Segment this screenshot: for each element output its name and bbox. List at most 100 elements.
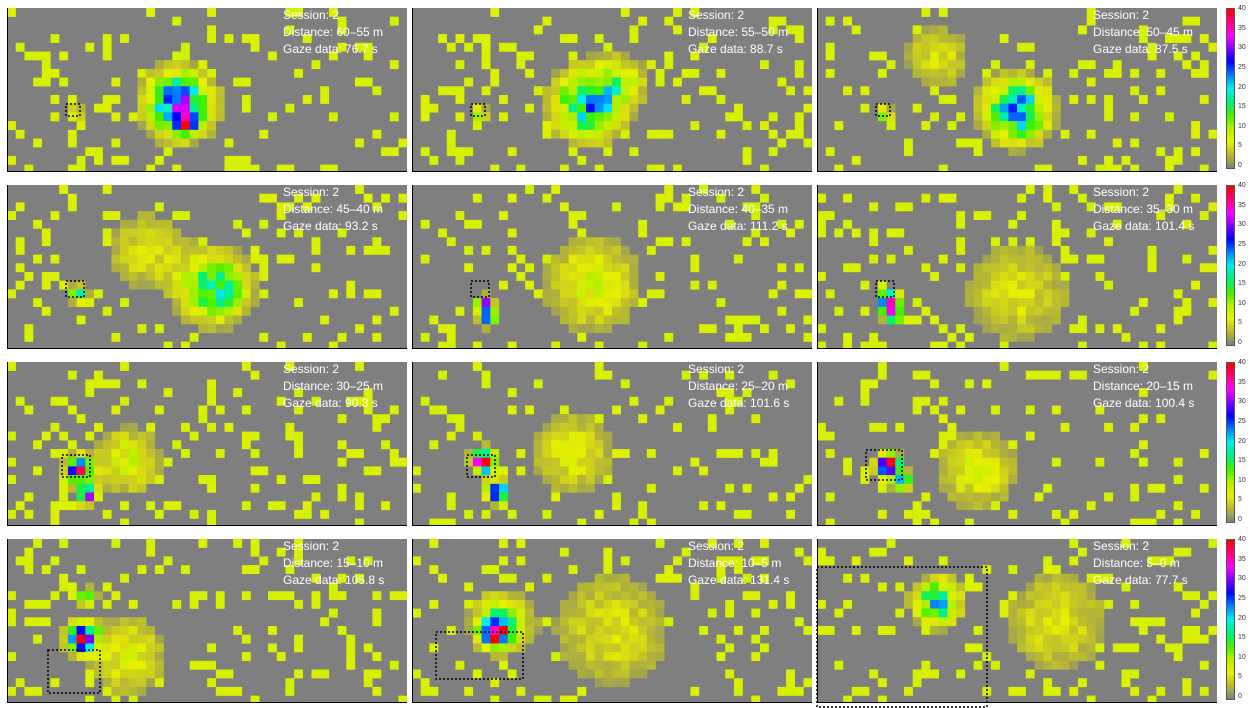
heatmap-cell: [629, 25, 639, 35]
heatmap-cell: [803, 678, 812, 688]
heatmap-cell: [250, 565, 260, 574]
heatmap-cell: [181, 245, 190, 255]
heatmap-cell: [1051, 298, 1061, 307]
heatmap-cell: [742, 573, 752, 583]
heatmap-cell: [999, 298, 1009, 307]
heatmap-cell: [956, 211, 966, 220]
heatmap-cell: [146, 86, 156, 96]
heatmap-cell: [1034, 492, 1044, 502]
heatmap-cell: [786, 669, 795, 679]
heatmap-cell: [964, 289, 974, 299]
heatmap-cell: [716, 556, 726, 566]
heatmap-cell: [938, 617, 948, 627]
heatmap-cell: [1060, 643, 1070, 653]
heatmap-cell: [612, 678, 621, 688]
heatmap-cell: [956, 112, 966, 122]
heatmap-cell: [964, 431, 974, 441]
heatmap-cell: [111, 475, 121, 484]
heatmap-cell: [94, 643, 103, 653]
heatmap-cell: [481, 440, 491, 450]
heatmap-cell: [699, 626, 708, 635]
heatmap-cell: [1078, 626, 1087, 635]
heatmap-cell: [67, 129, 77, 139]
heatmap-cell: [542, 129, 552, 139]
heatmap-cell: [198, 103, 208, 113]
heatmap-cell: [302, 34, 312, 43]
heatmap-cell: [629, 591, 639, 601]
heatmap-cell: [577, 431, 587, 441]
heatmap-panel: Session: 2 Distance: 15–10 m Gaze data: 10…: [7, 539, 411, 702]
heatmap-cell: [120, 298, 129, 307]
target-box: [61, 454, 91, 478]
heatmap-cell: [725, 608, 735, 618]
heatmap-cell: [938, 431, 948, 441]
heatmap-cell: [664, 573, 674, 583]
heatmap-cell: [551, 492, 561, 502]
heatmap-cell: [224, 155, 234, 165]
heatmap-cell: [947, 42, 957, 52]
heatmap-cell: [1034, 370, 1044, 380]
heatmap-cell: [285, 202, 295, 212]
heatmap-cell: [577, 60, 587, 70]
heatmap-cell: [620, 634, 630, 644]
heatmap-cell: [938, 582, 948, 592]
heatmap-cell: [15, 42, 25, 52]
heatmap-cell: [285, 25, 295, 35]
heatmap-cell: [346, 449, 356, 458]
heatmap-cell: [490, 643, 500, 653]
heatmap-cell: [137, 112, 147, 122]
heatmap-cell: [455, 660, 465, 670]
heatmap-cell: [973, 147, 983, 157]
heatmap-cell: [559, 695, 569, 702]
heatmap-cell: [172, 501, 182, 511]
heatmap-cell: [999, 492, 1009, 502]
heatmap-cell: [725, 405, 735, 415]
heatmap-cell: [982, 306, 992, 316]
heatmap-cell: [794, 289, 804, 299]
panel-session-label: Session: 2: [1093, 8, 1150, 22]
heatmap-cell: [991, 77, 1000, 87]
heatmap-cell: [568, 112, 578, 122]
heatmap-cell: [568, 695, 578, 702]
heatmap-cell: [542, 103, 552, 113]
heatmap-cell: [1147, 51, 1157, 61]
heatmap-cell: [128, 643, 138, 653]
heatmap-cell: [490, 298, 500, 307]
heatmap-cell: [991, 501, 1000, 511]
heatmap-cell: [85, 652, 95, 661]
panel-gaze-label: Gaze data: 105.8 s: [283, 573, 385, 587]
heatmap-cell: [716, 298, 726, 307]
heatmap-cell: [664, 51, 674, 61]
heatmap-cell: [559, 643, 569, 653]
heatmap-cell: [163, 388, 173, 397]
heatmap-cell: [111, 95, 121, 104]
heatmap-cell: [1086, 599, 1096, 609]
heatmap-cell: [207, 263, 216, 273]
heatmap-cell: [1034, 599, 1044, 609]
heatmap-cell: [751, 202, 761, 212]
heatmap-cell: [241, 298, 251, 307]
heatmap-cell: [455, 155, 465, 165]
heatmap-cell: [1078, 547, 1087, 557]
heatmap-cell: [76, 475, 86, 484]
heatmap-cell: [681, 68, 691, 78]
heatmap-cell: [224, 324, 234, 334]
heatmap-cell: [137, 643, 147, 653]
heatmap-cell: [438, 573, 447, 583]
panel-gaze-label: Gaze data: 90.3 s: [283, 396, 378, 410]
heatmap-cell: [446, 518, 456, 525]
heatmap-cell: [620, 582, 630, 592]
heatmap-cell: [446, 86, 456, 96]
heatmap-cell: [612, 573, 621, 583]
heatmap-cell: [294, 431, 303, 441]
heatmap-cell: [1034, 164, 1044, 171]
heatmap-cell: [612, 306, 621, 316]
heatmap-cell: [620, 652, 630, 661]
panel-axis-line: [817, 525, 1217, 526]
heatmap-cell: [285, 678, 295, 688]
heatmap-cell: [1104, 68, 1113, 78]
heatmap-cell: [794, 129, 804, 139]
heatmap-cell: [904, 315, 913, 325]
colorbar-tick-label: 20: [1238, 614, 1246, 622]
heatmap-cell: [699, 324, 708, 334]
